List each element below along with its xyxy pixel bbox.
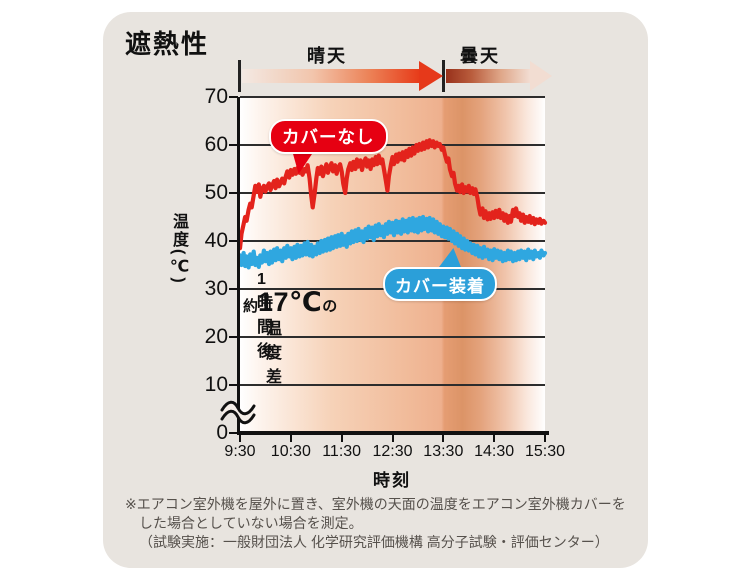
x-tick-label: 13:30 xyxy=(423,443,464,460)
cloudy-period-label: 曇天 xyxy=(460,46,500,66)
data-lines xyxy=(237,138,548,270)
x-axis-line xyxy=(237,431,549,435)
x-tick-label: 12:30 xyxy=(372,443,413,460)
x-axis-title: 時刻 xyxy=(373,471,411,490)
y-tick xyxy=(229,96,238,98)
y-tick-label: 70 xyxy=(204,85,228,108)
sunny-arrow-head-icon xyxy=(419,61,443,91)
footnote: ※エアコン室外機を屋外に置き、室外機の天面の温度をエアコン室外機カバーを した場… xyxy=(125,495,637,552)
x-tick xyxy=(289,435,292,442)
y-tick xyxy=(229,240,238,242)
banner-divider-tick xyxy=(442,60,445,92)
footnote-line-1: ※エアコン室外機を屋外に置き、室外機の天面の温度をエアコン室外機カバーを xyxy=(125,496,626,512)
x-tick-label: 10:30 xyxy=(270,443,311,460)
page-title: 遮熱性 xyxy=(125,29,210,59)
cloudy-gradient-arrow xyxy=(446,69,530,83)
x-tick xyxy=(544,435,546,442)
gridline-20 xyxy=(240,336,545,338)
sunny-gradient-arrow xyxy=(242,69,419,83)
sunny-period-label: 晴天 xyxy=(307,46,347,66)
annotation-value: 17℃ xyxy=(258,287,323,317)
series-line-with-cover xyxy=(237,214,548,270)
x-tick xyxy=(239,435,241,442)
annotation-temp-diff: 温度差 xyxy=(266,321,285,386)
y-tick xyxy=(229,192,238,194)
y-tick xyxy=(229,288,238,290)
x-tick xyxy=(391,435,394,442)
x-tick xyxy=(493,435,496,442)
y-tick-label: 40 xyxy=(204,229,228,252)
gridline-60 xyxy=(240,144,545,146)
y-tick xyxy=(229,432,238,434)
x-tick xyxy=(442,435,445,442)
x-tick-label: 14:30 xyxy=(474,443,515,460)
footnote-line-3: （試験実施：一般財団法人 化学研究評価機構 高分子試験・評価センター） xyxy=(139,533,609,550)
with-cover-series-label: カバー装着 xyxy=(383,267,497,301)
no-cover-series-label: カバーなし xyxy=(269,119,388,154)
annotation-suffix: の xyxy=(322,298,338,315)
y-tick-label: 30 xyxy=(204,277,228,300)
footnote-line-2: した場合としていない場合を測定。 xyxy=(139,514,363,531)
series-line-no-cover xyxy=(237,138,548,251)
y-tick-label: 60 xyxy=(204,133,228,156)
gridline-40 xyxy=(240,240,545,242)
gridline-10 xyxy=(240,384,545,386)
y-tick-label: 10 xyxy=(204,373,228,396)
cloudy-arrow-head-icon xyxy=(530,61,552,91)
axis-break-squiggle-icon xyxy=(220,400,256,425)
x-tick-label: 15:30 xyxy=(524,443,566,460)
gridline-50 xyxy=(240,192,545,194)
x-tick-label: 11:30 xyxy=(322,443,362,460)
y-axis-title: 温度(℃) xyxy=(170,213,187,285)
y-tick xyxy=(229,144,238,146)
gridline-70 xyxy=(240,96,545,98)
y-tick-label: 0 xyxy=(216,421,228,444)
annotation-prefix: 約 xyxy=(243,298,259,315)
y-axis-line xyxy=(237,97,240,433)
banner-start-tick xyxy=(238,60,241,92)
y-tick-label: 50 xyxy=(204,181,228,204)
y-tick xyxy=(229,336,238,338)
annotation-17c: 約17℃の xyxy=(243,287,337,318)
x-tick xyxy=(340,435,343,442)
y-tick-label: 20 xyxy=(204,325,228,348)
annotation-after-one-hour: 1時間後 xyxy=(257,271,276,360)
y-tick xyxy=(229,384,238,386)
x-tick-label: 9:30 xyxy=(224,443,256,460)
